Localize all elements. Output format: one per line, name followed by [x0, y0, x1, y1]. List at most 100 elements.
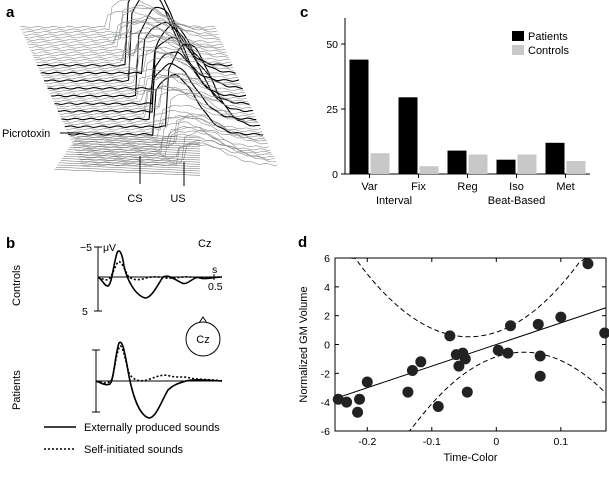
scatter-x-tick-label: 0 — [493, 436, 499, 448]
waterfall-trace — [68, 73, 264, 136]
waterfall-base-line — [69, 147, 201, 154]
scatter-x-tick-label: -0.1 — [423, 436, 441, 448]
scatter-point — [453, 360, 465, 372]
waterfall-trace — [49, 74, 245, 95]
scatter-y-axis-label: Normalized GM Volume — [298, 286, 310, 402]
waterfall-trace — [67, 109, 263, 133]
bar-controls-reg — [468, 154, 488, 174]
waterfall-trace — [71, 115, 267, 144]
waterfall-trace — [61, 62, 257, 121]
waterfall-trace — [63, 92, 259, 126]
scatter-point — [582, 258, 594, 270]
waterfall-trace — [41, 50, 237, 77]
panel-a-label: a — [6, 4, 15, 21]
scatter-point — [459, 353, 471, 365]
bar-controls-met — [566, 161, 586, 174]
scatter-point — [415, 356, 427, 368]
scatter-y-tick-label: -4 — [321, 397, 330, 409]
bar-y-tick-label: 50 — [326, 39, 338, 51]
scatter-point — [444, 330, 456, 342]
electrode-label: Cz — [198, 238, 211, 250]
us-label: US — [170, 193, 185, 205]
bar-y-tick-label: 25 — [326, 104, 338, 116]
waterfall-trace — [31, 35, 227, 54]
waterfall-trace — [53, 88, 249, 103]
bar-controls-fix — [419, 166, 439, 174]
scatter-confidence-upper — [335, 257, 606, 338]
bar-controls-var — [370, 153, 390, 174]
waterfall-trace — [23, 21, 219, 36]
scatter-point — [505, 320, 517, 332]
panel-c-label: c — [300, 4, 308, 21]
scatter-point — [502, 347, 514, 359]
waterfall-base-line — [60, 160, 201, 167]
waterfall-base-line — [64, 153, 201, 161]
waterfall-trace — [39, 46, 235, 72]
scatter-point — [432, 400, 444, 412]
scatter-y-tick-label: 6 — [324, 253, 330, 265]
scatter-point — [402, 386, 414, 398]
waterfall-trace — [51, 6, 247, 98]
waterfall-trace — [55, 73, 251, 108]
bar-category-label: Var — [361, 181, 378, 193]
bar-category-label: Reg — [457, 181, 477, 193]
waterfall-trace — [25, 7, 221, 41]
waterfall-trace — [19, 10, 216, 29]
legend-dotted-label: Self-initiated sounds — [84, 444, 184, 456]
waterfall-trace — [44, 0, 240, 83]
scatter-confidence-lower — [335, 351, 607, 432]
scatter-y-tick-label: -6 — [321, 426, 330, 438]
waterfall-trace — [54, 51, 250, 106]
bar-y-tick-label: 0 — [332, 169, 338, 181]
waterfall-trace — [32, 39, 228, 57]
scatter-point — [555, 311, 567, 323]
scatter-point — [354, 393, 366, 405]
waterfall-trace — [24, 15, 220, 39]
controls-row-label: Controls — [11, 265, 23, 306]
scatter-y-tick-label: -2 — [321, 368, 330, 380]
controls-x-tick-value: 0.5 — [208, 281, 223, 293]
patients-external-trace — [95, 341, 223, 419]
panel-c-bar-chart: 0 25 50 Var Fix Reg Iso Met Interval Beat-Based Pa… — [326, 18, 590, 207]
bar-category-label: Fix — [411, 181, 426, 193]
bar-patients-reg — [447, 150, 467, 174]
bar-legend-swatch — [512, 31, 524, 41]
scatter-point — [352, 406, 364, 418]
waterfall-base-line — [54, 169, 201, 176]
waterfall-base-line — [58, 162, 201, 169]
waterfall-base-line — [61, 158, 201, 165]
panel-d-label: d — [298, 234, 307, 251]
controls-x-unit: s — [212, 264, 217, 276]
waterfall-trace — [48, 76, 244, 93]
scatter-point — [534, 350, 546, 362]
waterfall-base-line — [57, 164, 201, 172]
waterfall-trace — [22, 4, 218, 34]
scatter-point — [461, 386, 473, 398]
picrotoxin-label: Picrotoxin — [2, 128, 50, 140]
scatter-point — [361, 376, 373, 388]
waterfall-trace — [73, 130, 270, 149]
head-nose-icon — [198, 316, 208, 324]
bar-legend-swatch — [512, 45, 524, 55]
waterfall-trace — [45, 68, 241, 85]
patients-row-label: Patients — [11, 370, 23, 410]
cs-label: CS — [127, 193, 142, 205]
waterfall-trace — [69, 115, 265, 139]
bar-patients-iso — [496, 159, 516, 174]
scatter-y-tick-label: 0 — [324, 340, 330, 352]
scatter-point — [406, 364, 418, 376]
bar-group-label: Interval — [376, 195, 412, 207]
scatter-point — [599, 327, 609, 339]
panel-a-waterfall — [19, 0, 278, 176]
waterfall-base-line — [75, 138, 201, 145]
waterfall-trace — [65, 115, 261, 131]
bar-category-label: Iso — [509, 181, 524, 193]
waterfall-base-line — [79, 131, 201, 139]
scatter-point — [532, 318, 544, 330]
bar-legend-label: Patients — [528, 31, 568, 43]
legend-solid-label: Externally produced sounds — [84, 422, 220, 434]
waterfall-trace — [80, 129, 276, 164]
waterfall-base-line — [55, 167, 201, 174]
waterfall-trace — [57, 23, 253, 113]
